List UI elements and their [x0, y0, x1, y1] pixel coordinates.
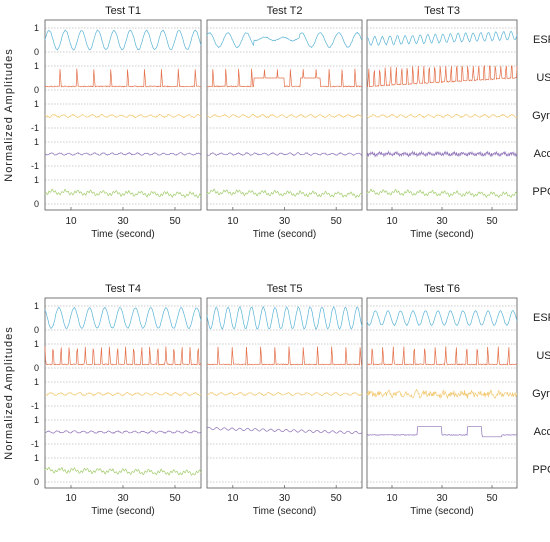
- series-line-accl: [366, 150, 518, 158]
- x-tick-label: 50: [169, 216, 181, 227]
- series-line-us: [44, 346, 202, 366]
- series-line-esp: [366, 310, 518, 327]
- y-tick-label: 0: [34, 85, 39, 95]
- x-tick-label: 50: [169, 493, 181, 504]
- signal-label: PPG: [532, 186, 550, 198]
- y-tick-label: 1: [34, 339, 39, 349]
- x-tick-label: 30: [117, 216, 129, 227]
- panel-title: Test T2: [267, 5, 303, 17]
- x-tick-label: 30: [436, 493, 448, 504]
- x-tick-label: 30: [279, 493, 291, 504]
- series-line-esp: [44, 29, 202, 51]
- x-tick-label: 10: [386, 216, 398, 227]
- signal-label: US: [536, 350, 550, 362]
- x-tick-label: 10: [65, 493, 77, 504]
- x-tick-label: 50: [486, 216, 498, 227]
- x-tick-label: 30: [279, 216, 291, 227]
- signal-label: Accl: [534, 148, 550, 160]
- x-tick-label: 50: [486, 493, 498, 504]
- panel-title: Test T1: [105, 5, 141, 17]
- series-line-ppg: [206, 188, 363, 198]
- signal-label: ESP: [533, 312, 550, 324]
- y-tick-label: 1: [34, 61, 39, 71]
- x-axis-label: Time (second): [91, 506, 155, 517]
- y-tick-label: 1: [34, 175, 39, 185]
- signal-label: Accl: [534, 426, 550, 438]
- y-tick-label: 1: [34, 301, 39, 311]
- x-axis-label: Time (second): [253, 229, 317, 240]
- y-tick-label: 0: [34, 199, 39, 209]
- y-tick-label: 0: [34, 325, 39, 335]
- series-line-gyro: [206, 113, 363, 119]
- series-line-esp: [206, 32, 363, 49]
- x-axis-label: Time (second): [410, 506, 474, 517]
- series-line-us: [367, 64, 518, 88]
- series-line-accl: [44, 430, 201, 435]
- signal-label: Gyro: [532, 388, 550, 400]
- y-tick-label: 0: [34, 47, 39, 57]
- x-tick-label: 50: [331, 493, 343, 504]
- series-line-esp: [206, 306, 363, 330]
- y-axis-label: Normalized Amplitudes: [3, 48, 15, 182]
- series-line-esp: [366, 30, 518, 46]
- x-tick-label: 10: [386, 493, 398, 504]
- signal-label: US: [536, 72, 550, 84]
- y-tick-label: 1: [34, 99, 39, 109]
- x-tick-label: 30: [117, 493, 129, 504]
- series-line-accl: [366, 426, 517, 438]
- panel-title: Test T3: [424, 5, 460, 17]
- series-line-ppg: [44, 188, 202, 199]
- series-line-accl: [206, 426, 363, 435]
- x-tick-label: 10: [227, 216, 239, 227]
- y-tick-label: -1: [31, 401, 39, 411]
- y-tick-label: -1: [31, 123, 39, 133]
- x-tick-label: 50: [331, 216, 343, 227]
- y-tick-label: -1: [31, 439, 39, 449]
- x-tick-label: 10: [227, 493, 239, 504]
- y-tick-label: 0: [34, 477, 39, 487]
- y-tick-label: 1: [34, 23, 39, 33]
- y-tick-label: 1: [34, 453, 39, 463]
- y-tick-label: 1: [34, 377, 39, 387]
- x-tick-label: 30: [436, 216, 448, 227]
- x-axis-label: Time (second): [253, 506, 317, 517]
- series-line-us: [206, 346, 363, 366]
- panel-title: Test T4: [105, 283, 141, 295]
- x-axis-label: Time (second): [410, 229, 474, 240]
- series-line-gyro: [206, 391, 363, 397]
- series-line-accl: [206, 152, 363, 156]
- series-line-esp: [44, 306, 202, 329]
- series-line-ppg: [44, 466, 202, 476]
- y-tick-label: 0: [34, 363, 39, 373]
- signal-label: Gyro: [532, 110, 550, 122]
- series-line-gyro: [44, 113, 202, 119]
- panel-title: Test T6: [424, 283, 460, 295]
- x-tick-label: 10: [65, 216, 77, 227]
- y-tick-label: 1: [34, 415, 39, 425]
- x-axis-label: Time (second): [91, 229, 155, 240]
- series-line-ppg: [366, 188, 518, 198]
- series-line-gyro: [44, 391, 202, 397]
- series-line-accl: [44, 152, 202, 156]
- series-line-us: [44, 68, 202, 88]
- y-axis-label: Normalized Amplitudes: [3, 326, 15, 460]
- panel-title: Test T5: [267, 283, 303, 295]
- y-tick-label: 1: [34, 137, 39, 147]
- series-line-gyro: [366, 388, 518, 400]
- series-line-gyro: [366, 113, 518, 119]
- signal-label: PPG: [532, 464, 550, 476]
- y-tick-label: -1: [31, 161, 39, 171]
- series-line-us: [206, 68, 363, 88]
- series-line-us: [366, 346, 517, 366]
- signal-label: ESP: [533, 34, 550, 46]
